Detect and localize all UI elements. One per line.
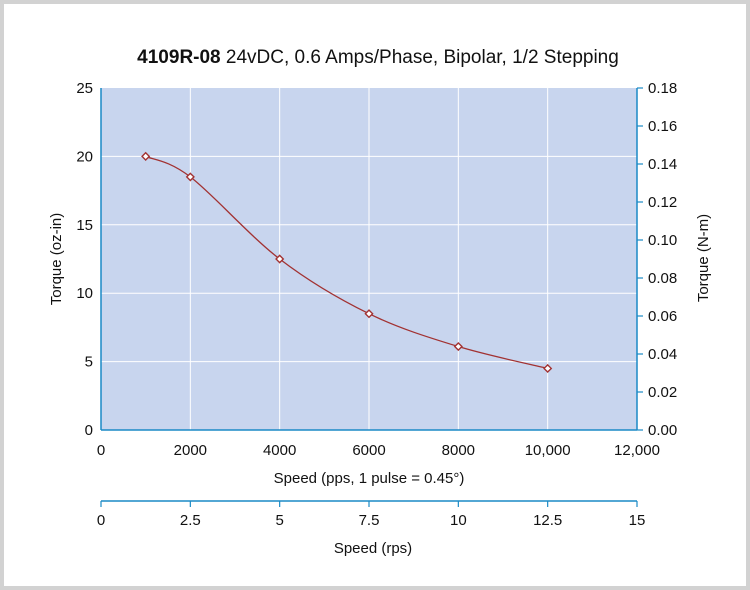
data-point-marker: [275, 254, 285, 264]
x-tick-label: 10,000: [525, 442, 571, 459]
y2-tick-label: 0.16: [648, 118, 677, 135]
y2-tick-label: 0.06: [648, 308, 677, 325]
chart-title: 4109R-08 24vDC, 0.6 Amps/Phase, Bipolar,…: [137, 47, 619, 68]
x2-tick-label: 7.5: [359, 512, 380, 529]
grid-lines: [101, 88, 637, 430]
x-tick-label: 4000: [263, 442, 296, 459]
y-tick-label: 0: [85, 422, 93, 439]
x2-axis-label: Speed (rps): [334, 540, 412, 557]
y2-tick-label: 0.04: [648, 346, 677, 363]
axes: [100, 87, 643, 507]
x2-tick-label: 2.5: [180, 512, 201, 529]
title-model: 4109R-08: [137, 47, 220, 68]
x-tick-label: 2000: [174, 442, 207, 459]
y2-tick-label: 0.00: [648, 422, 677, 439]
series-layer: [141, 151, 553, 374]
x2-tick-label: 12.5: [533, 512, 562, 529]
x-tick-label: 6000: [352, 442, 385, 459]
y-tick-label: 10: [76, 285, 93, 302]
y2-tick-label: 0.10: [648, 232, 677, 249]
y-tick-label: 15: [76, 217, 93, 234]
y-tick-label: 20: [76, 148, 93, 165]
x2-tick-label: 5: [275, 512, 283, 529]
x2-tick-label: 0: [97, 512, 105, 529]
y-tick-label: 5: [85, 354, 93, 371]
x-tick-label: 0: [97, 442, 105, 459]
y2-axis-label: Torque (N-m): [695, 214, 712, 302]
tick-labels: 0 2000 4000 6000 8000 10,000 12,000 0 5 10 15 20 25 0…: [76, 80, 677, 529]
x-axis-label: Speed (pps, 1 pulse = 0.45°): [274, 470, 465, 487]
y-axis-label: Torque (oz-in): [48, 213, 65, 306]
data-point-marker: [364, 309, 374, 319]
y2-tick-label: 0.02: [648, 384, 677, 401]
y2-tick-label: 0.12: [648, 194, 677, 211]
y2-tick-label: 0.14: [648, 156, 677, 173]
x2-tick-label: 10: [450, 512, 467, 529]
title-description: 24vDC, 0.6 Amps/Phase, Bipolar, 1/2 Step…: [221, 47, 619, 68]
y2-tick-label: 0.08: [648, 270, 677, 287]
data-point-marker: [453, 341, 463, 352]
data-point-marker: [141, 151, 151, 161]
data-point-marker: [543, 363, 553, 374]
x-tick-label: 8000: [442, 442, 475, 459]
y-tick-label: 25: [76, 80, 93, 97]
x-tick-label: 12,000: [614, 442, 660, 459]
y2-tick-label: 0.18: [648, 80, 677, 97]
x2-tick-label: 15: [629, 512, 646, 529]
data-point-marker: [185, 172, 195, 182]
